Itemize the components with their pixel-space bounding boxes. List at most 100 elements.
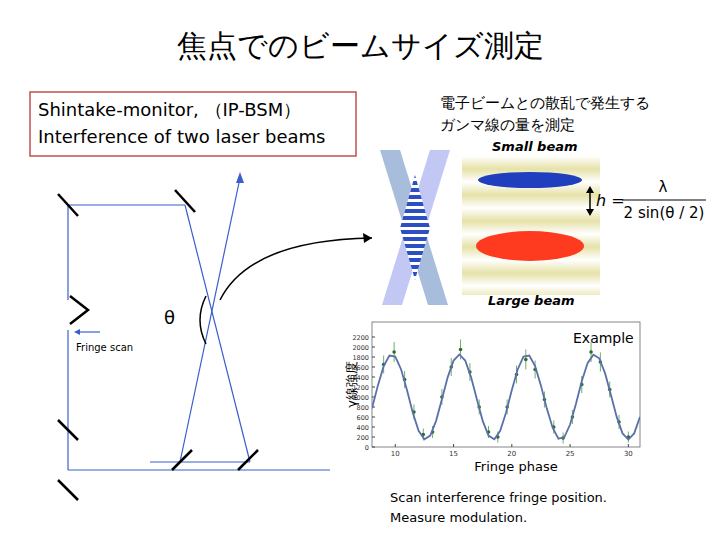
plot-frame — [372, 322, 640, 447]
beam — [67, 205, 68, 300]
stripe — [398, 230, 432, 234]
annotation: Example — [573, 330, 634, 346]
stripe — [398, 188, 432, 192]
large-beam-label: Large beam — [488, 293, 575, 308]
stripe — [398, 209, 432, 213]
fringe-scan-label: Fringe scan — [76, 342, 133, 353]
stripe — [398, 174, 432, 178]
stripe — [398, 279, 432, 283]
chart: 0200400600800100012001400160018002000220… — [344, 322, 640, 474]
y-tick — [372, 377, 375, 378]
angle-label: θ — [164, 307, 175, 328]
y-tick — [372, 337, 375, 338]
beam — [185, 205, 250, 462]
y-tick-label: 0 — [365, 444, 369, 452]
formula-lhs: h = — [596, 191, 625, 210]
x-axis-label: Fringe phase — [474, 459, 557, 474]
y-tick — [372, 367, 375, 368]
annotation-bg — [570, 327, 634, 347]
y-tick-label: 1800 — [352, 354, 369, 362]
mirror — [58, 194, 78, 216]
x-tick — [628, 444, 629, 447]
y-tick — [372, 387, 375, 388]
x-tick — [395, 444, 396, 447]
data-point — [459, 348, 463, 352]
title: 焦点でのビームサイズ測定 — [177, 28, 544, 63]
mirror — [58, 420, 78, 440]
large-beam — [476, 231, 584, 261]
h-arrowhead — [586, 186, 594, 216]
interference-zone — [398, 172, 432, 283]
x-tick — [570, 444, 571, 447]
stripe — [398, 272, 432, 276]
stripe — [398, 237, 432, 241]
formula-numerator: λ — [659, 178, 668, 196]
y-tick — [372, 357, 375, 358]
data-point — [524, 358, 528, 362]
x-tick-label: 15 — [449, 450, 458, 458]
scan-arrowhead — [74, 329, 80, 335]
box-text: Interference of two laser beams — [38, 126, 325, 147]
y-tick — [372, 417, 375, 418]
beam — [68, 469, 330, 470]
canvas: 焦点でのビームサイズ測定 Shintake-monitor, （IP-BSM） In… — [0, 0, 720, 540]
stripe — [398, 265, 432, 269]
y-tick-label: 2000 — [352, 344, 369, 352]
pointer-arrowhead — [363, 233, 372, 243]
data-point — [589, 350, 593, 354]
small-beam-label: Small beam — [492, 139, 578, 154]
box-frame — [30, 92, 356, 156]
beam — [180, 178, 240, 462]
y-tick-label: 200 — [357, 434, 369, 442]
x-tick-label: 20 — [507, 450, 516, 458]
plot-marks — [372, 340, 640, 444]
beam — [150, 461, 250, 462]
x-tick — [511, 444, 512, 447]
zone-bg — [398, 172, 432, 282]
data-point — [392, 350, 396, 354]
caption-text: 電子ビームとの散乱で発生する — [440, 94, 650, 112]
box-text: Shintake-monitor, （IP-BSM） — [38, 99, 301, 120]
x-tick-label: 25 — [566, 450, 575, 458]
fit-line — [372, 355, 640, 440]
stripe — [398, 216, 432, 220]
y-tick-label: 600 — [357, 414, 369, 422]
stripe — [398, 195, 432, 199]
stripe — [398, 181, 432, 185]
y-tick — [372, 427, 375, 428]
angle-arc — [200, 296, 206, 344]
mirror — [172, 450, 192, 470]
stripe — [398, 202, 432, 206]
mirror — [175, 190, 195, 212]
stripe — [398, 251, 432, 255]
stripe — [398, 258, 432, 262]
x-tick-label: 30 — [624, 450, 633, 458]
y-tick-label: 2200 — [352, 334, 369, 342]
pointer-arrow — [220, 238, 372, 300]
slide: 焦点でのビームサイズ測定 Shintake-monitor, （IP-BSM） In… — [0, 0, 720, 540]
fringe-field — [462, 155, 600, 295]
mirror — [58, 480, 78, 500]
beam — [68, 204, 185, 205]
beam — [67, 330, 68, 470]
optics: Fringe scan θ — [58, 172, 330, 500]
scan-arrow — [78, 331, 100, 332]
y-tick-label: 400 — [357, 424, 369, 432]
y-axis-label: γ線強度 — [344, 361, 359, 408]
bottom-text: Scan interference fringe position. — [390, 490, 607, 505]
x-tick-label: 10 — [391, 450, 400, 458]
scan-mirror — [70, 296, 88, 324]
fraction-bar — [622, 200, 706, 201]
y-tick — [372, 437, 375, 438]
caption-text: ガンマ線の量を測定 — [440, 116, 575, 134]
mirror — [238, 450, 258, 470]
laser-beam-b — [382, 150, 450, 305]
bottom-text: Measure modulation. — [390, 510, 527, 525]
beam-arrowhead — [236, 172, 244, 183]
x-tick — [453, 444, 454, 447]
y-tick — [372, 447, 375, 448]
stripe — [398, 244, 432, 248]
formula-denominator: 2 sin(θ / 2) — [624, 204, 705, 222]
small-beam — [478, 172, 582, 188]
background — [0, 0, 720, 540]
